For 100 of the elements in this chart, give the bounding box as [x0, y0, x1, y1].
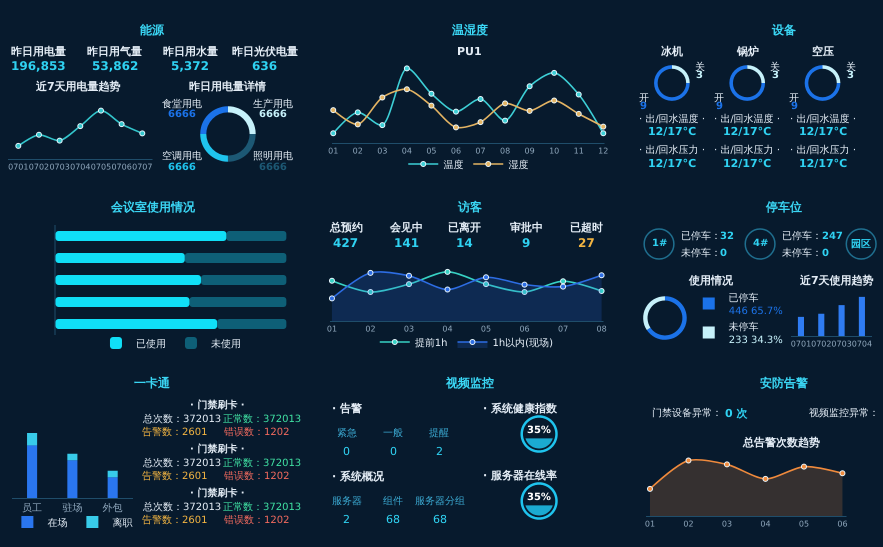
point [139, 130, 146, 136]
data-label: 233 34.3% [728, 334, 783, 346]
point [551, 97, 558, 104]
data-label: 3 [696, 70, 703, 81]
x-tick-label: 07 [558, 324, 568, 334]
point [600, 130, 606, 136]
bar [818, 314, 824, 336]
x-tick-label: 0704 [70, 162, 90, 172]
x-tick-label: 01 [328, 146, 338, 156]
text: 68 [386, 513, 400, 526]
chart-title: 近7天用电量趋势 [35, 80, 121, 93]
chart-title: 近7天使用趋势 [799, 274, 874, 287]
point [483, 274, 490, 280]
bar [838, 305, 845, 336]
text: 错误数：1202 [223, 426, 290, 438]
bar [108, 470, 118, 478]
point [478, 96, 484, 102]
bar [217, 319, 286, 329]
donut-slice [822, 65, 840, 83]
x-tick-label: 0703 [49, 162, 70, 172]
text: · 出/回水温度 · [639, 113, 706, 125]
point [522, 289, 528, 296]
x-tick-label: 04 [760, 520, 771, 529]
legend-label: 温度 [443, 158, 464, 171]
point [478, 119, 484, 126]
text: 1# [652, 238, 668, 249]
donut-slice [646, 296, 687, 340]
point [839, 470, 846, 476]
text: 停车位 [765, 200, 802, 214]
slice-label: 开 [639, 93, 649, 104]
point [800, 464, 807, 470]
point [330, 130, 336, 136]
point [502, 100, 508, 106]
chart-title: 昨日用电量详情 [189, 80, 266, 93]
x-tick-label: 09 [524, 146, 535, 156]
point [77, 123, 84, 130]
point [452, 108, 459, 115]
x-tick-label: 0702 [811, 340, 832, 349]
point [406, 281, 412, 288]
text: 告警数：2601 [142, 426, 208, 438]
text: 12/17°C [648, 125, 696, 138]
data-label: 6666 [259, 109, 287, 120]
data-label: 3 [772, 70, 779, 81]
text: 12/17°C [723, 125, 772, 138]
bar [226, 231, 286, 241]
chart-subtitle: 冰机 [661, 45, 683, 58]
text: 服务器 [332, 495, 362, 507]
text: 53,862 [92, 59, 138, 73]
point [36, 132, 42, 138]
x-tick-label: 02 [365, 324, 376, 334]
text: 总次数：372013 [142, 413, 222, 425]
point [598, 272, 605, 278]
legend-label: 已使用 [136, 338, 166, 350]
text: 昨日用电量 [11, 45, 66, 58]
text: 总次数：372013 [142, 457, 222, 469]
text: 0 [343, 445, 350, 458]
text: 636 [252, 59, 278, 73]
x-tick-label: 02 [683, 520, 694, 529]
x-tick-label: 0706 [111, 162, 132, 172]
point [600, 124, 606, 130]
x-tick-label: 07 [475, 146, 486, 156]
point [483, 281, 490, 288]
slice-label: 关 [846, 61, 856, 73]
text: 247 [822, 231, 843, 242]
donut-slice [747, 65, 766, 83]
legend-label: 离职 [112, 516, 132, 529]
point [56, 138, 63, 144]
text: 总次数：372013 [142, 501, 222, 513]
text: 32 [720, 231, 734, 242]
text: · 出/回水压力 · [714, 144, 780, 156]
legend-label: 未使用 [210, 338, 241, 350]
text: · 门禁刷卡 · [190, 443, 245, 455]
x-tick-label: 0703 [831, 340, 852, 349]
text: 设备 [771, 23, 796, 37]
donut-slice [200, 134, 228, 162]
donut-slice [200, 106, 228, 134]
text: · 门禁刷卡 · [190, 487, 245, 499]
text: 一卡通 [134, 376, 171, 390]
text: 审批中 [510, 221, 543, 234]
text: · 出/回水温度 · [790, 113, 856, 125]
x-tick-label: 03 [722, 520, 732, 529]
point [526, 83, 533, 90]
data-label: 446 65.7% [728, 306, 783, 317]
bar [200, 275, 286, 285]
donut-slice [672, 65, 690, 83]
text: · 出/回水压力 · [790, 144, 856, 156]
chart-title: 总告警次数趋势 [742, 436, 820, 449]
data-label: 3 [847, 70, 854, 81]
text: 未停车： [681, 247, 721, 259]
text: 68 [433, 513, 447, 526]
slice-label: 关 [770, 61, 780, 73]
text: 已停车： [681, 230, 721, 242]
text: · 服务器在线率 [483, 469, 558, 482]
chart-subtitle: PU1 [457, 45, 482, 58]
chart-title: 使用情况 [688, 274, 734, 287]
text: 已停车： [782, 230, 822, 242]
text: 昨日用水量 [163, 45, 218, 58]
text: 告警数：2601 [142, 470, 208, 482]
text: 5,372 [171, 59, 209, 73]
x-tick-label: 01 [326, 324, 338, 334]
